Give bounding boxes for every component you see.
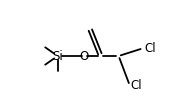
Text: O: O: [80, 50, 89, 62]
Text: Cl: Cl: [131, 79, 142, 92]
Text: Si: Si: [52, 50, 63, 62]
Text: Cl: Cl: [144, 42, 156, 55]
